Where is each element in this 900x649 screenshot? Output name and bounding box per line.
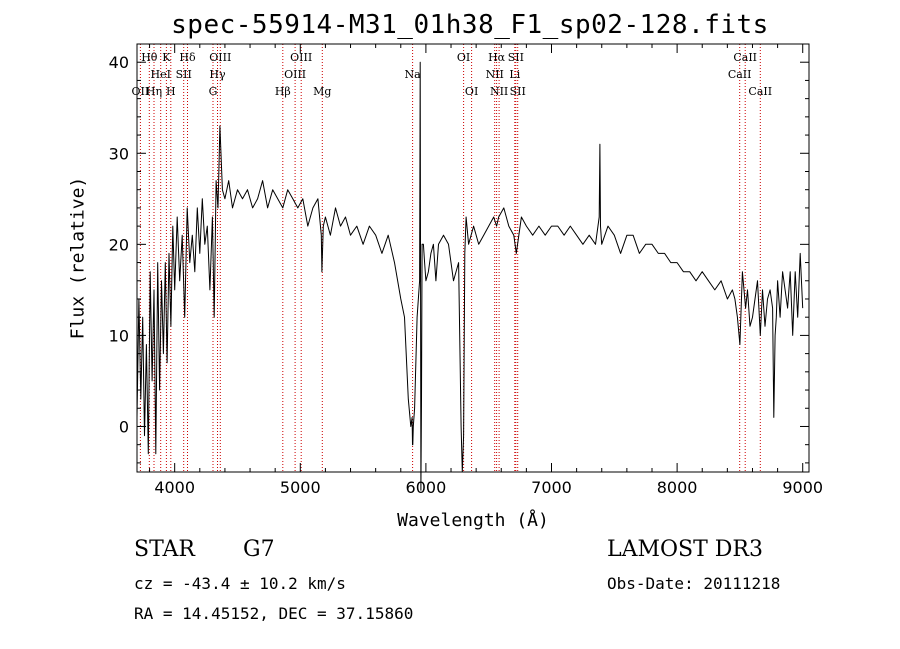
marker-label: CaII: [748, 85, 772, 98]
marker-label: NII: [486, 68, 504, 81]
marker-label: HeI: [151, 68, 171, 81]
x-tick-label: 7000: [531, 478, 572, 497]
y-tick-label: 20: [109, 235, 129, 254]
marker-label: CaII: [728, 68, 752, 81]
object-subclass: G7: [243, 537, 275, 562]
marker-label: K: [162, 51, 171, 64]
marker-label: OIII: [209, 51, 231, 64]
marker-label: Hα: [488, 51, 506, 64]
spectrum-line: [136, 61, 804, 491]
marker-label: Hθ: [141, 51, 158, 64]
y-tick-label: 0: [119, 417, 129, 436]
marker-label: OI: [465, 85, 478, 98]
marker-label: Li: [509, 68, 520, 81]
marker-label: Hη: [146, 85, 162, 98]
marker-label: G: [209, 85, 218, 98]
x-tick-label: 8000: [657, 478, 698, 497]
marker-label: OIII: [284, 68, 306, 81]
marker-label: OI: [457, 51, 470, 64]
marker-label: SII: [176, 68, 192, 81]
x-tick-label: 9000: [782, 478, 823, 497]
y-tick-label: 30: [109, 144, 129, 163]
marker-label: OII: [132, 85, 150, 98]
x-axis-label: Wavelength (Å): [397, 510, 549, 531]
marker-label: CaII: [733, 51, 757, 64]
marker-label: Hδ: [179, 51, 196, 64]
marker-label: SII: [508, 51, 524, 64]
marker-label: NII: [490, 85, 508, 98]
marker-label: Hγ: [209, 68, 226, 81]
chart-title: spec-55914-M31_01h38_F1_sp02-128.fits: [171, 10, 769, 40]
marker-label: Na: [404, 68, 421, 81]
marker-label: Mg: [313, 85, 331, 98]
marker-label: Hβ: [275, 85, 291, 98]
x-tick-label: 5000: [280, 478, 321, 497]
object-class: STAR: [134, 537, 195, 562]
x-tick-label: 6000: [406, 478, 447, 497]
y-tick-label: 10: [109, 326, 129, 345]
y-axis-label: Flux (relative): [67, 176, 89, 340]
marker-label: SII: [510, 85, 526, 98]
observation-date: Obs-Date: 20111218: [607, 574, 781, 593]
x-tick-label: 4000: [154, 478, 195, 497]
y-tick-label: 40: [109, 53, 129, 72]
redshift-velocity: cz = -43.4 ± 10.2 km/s: [134, 574, 346, 593]
coordinates: RA = 14.45152, DEC = 37.15860: [134, 604, 414, 623]
survey-name: LAMOST DR3: [607, 537, 763, 562]
marker-label: OIII: [290, 51, 312, 64]
marker-label: H: [166, 85, 176, 98]
plot-frame: [136, 43, 810, 473]
